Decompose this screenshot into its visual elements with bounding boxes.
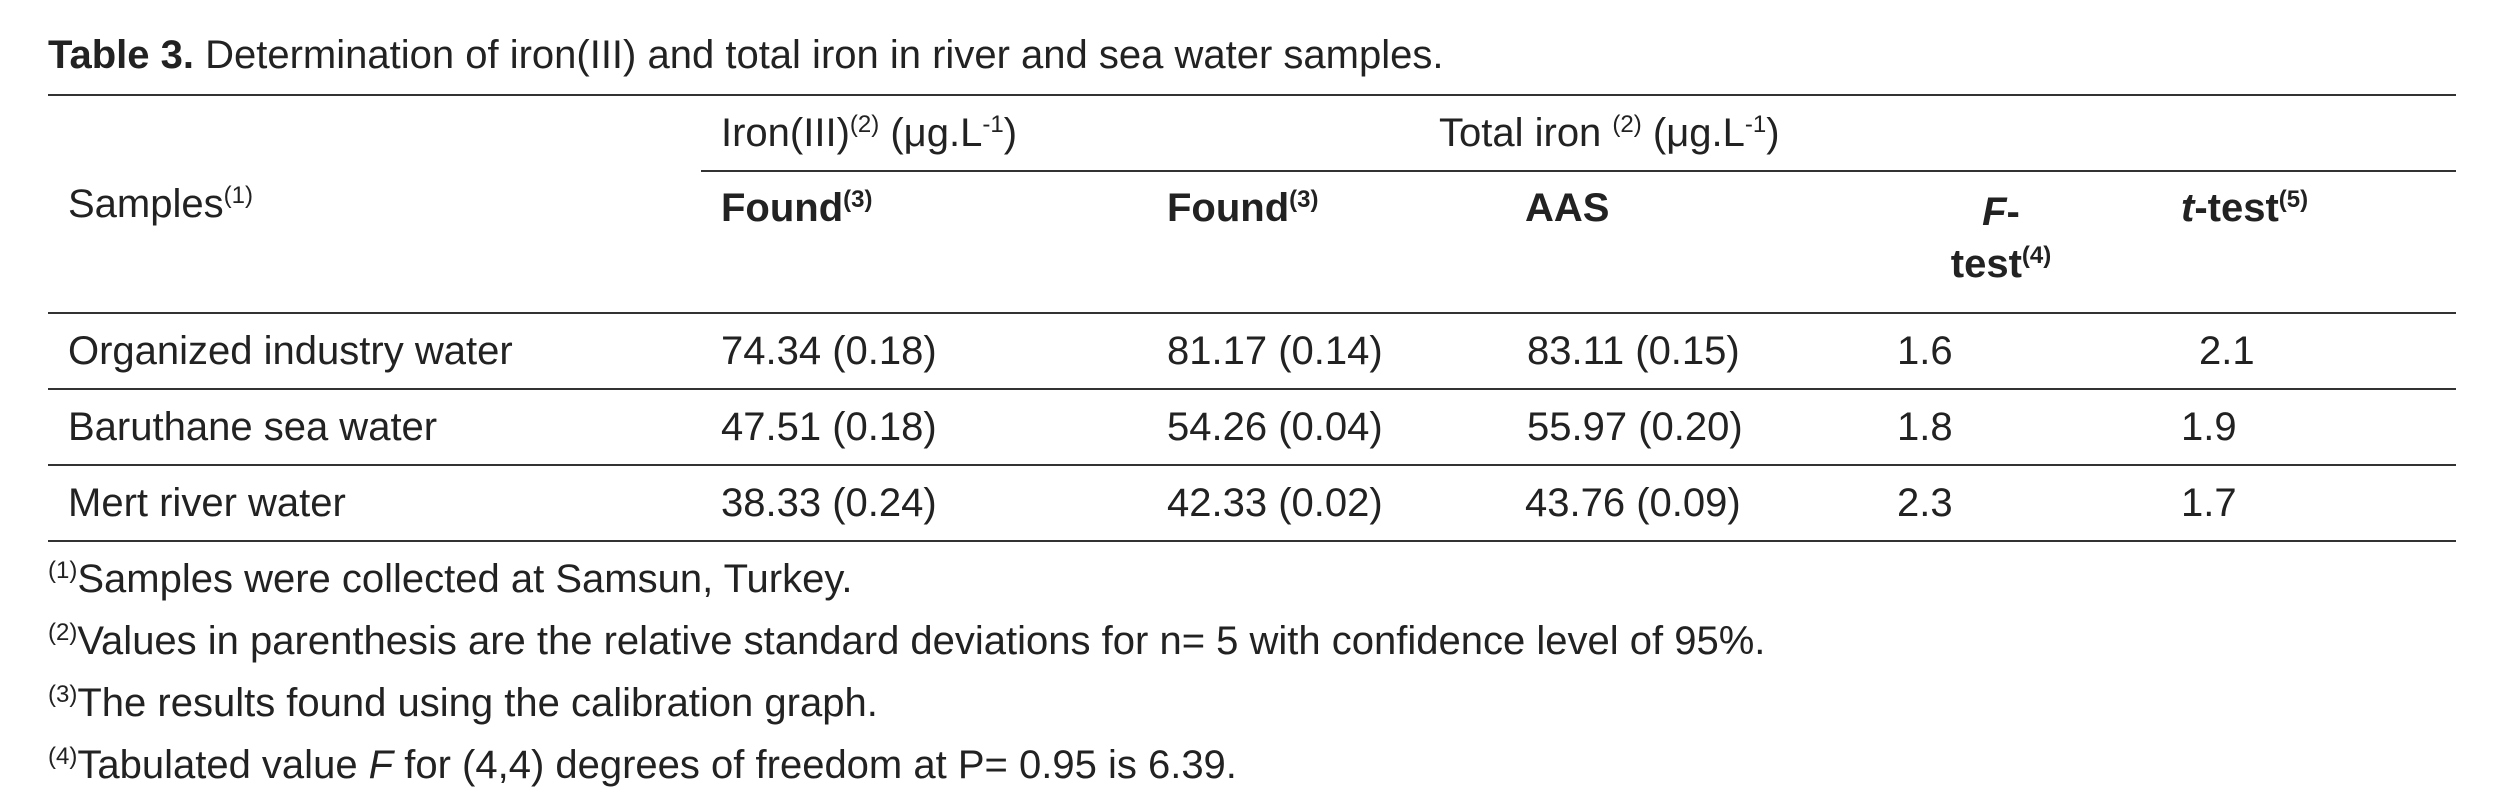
header-t-test: t-test(5) xyxy=(2181,186,2309,230)
table-row: Organized industry water 74.34 (0.18) 81… xyxy=(48,313,2457,390)
cell-iron3-found: 74.34 (0.18) xyxy=(701,313,1167,390)
header-row-columns: Found(3) Found(3) AAS F- test(4) t-test(… xyxy=(48,171,2457,313)
table-footnotes: (1)Samples were collected at Samsun, Tur… xyxy=(48,544,2456,792)
cell-t-test: 1.9 xyxy=(2121,389,2457,466)
header-aas: AAS xyxy=(1525,186,1610,230)
footnote-2: (2)Values in parenthesis are the relativ… xyxy=(48,619,1766,663)
header-f-test: F- test(4) xyxy=(1950,190,2052,286)
cell-total-found: 54.26 (0.04) xyxy=(1167,389,1525,466)
cell-sample: Mert river water xyxy=(48,465,701,542)
cell-total-found: 42.33 (0.02) xyxy=(1167,465,1525,542)
table-figure: Table 3. Determination of iron(III) and … xyxy=(48,28,2457,792)
table-row: Mert river water 38.33 (0.24) 42.33 (0.0… xyxy=(48,465,2457,542)
header-found-total: Found(3) xyxy=(1167,186,1319,230)
cell-total-found: 81.17 (0.14) xyxy=(1167,313,1525,390)
footnote-1: (1)Samples were collected at Samsun, Tur… xyxy=(48,557,853,601)
cell-sample: Baruthane sea water xyxy=(48,389,701,466)
cell-f-test: 2.3 xyxy=(1881,465,2121,542)
caption-text: Determination of iron(III) and total iro… xyxy=(193,33,1444,77)
caption-label: Table 3. xyxy=(48,33,194,77)
cell-aas: 55.97 (0.20) xyxy=(1525,389,1881,466)
cell-t-test: 2.1 xyxy=(2121,313,2457,390)
cell-iron3-found: 38.33 (0.24) xyxy=(701,465,1167,542)
cell-f-test: 1.6 xyxy=(1881,313,2121,390)
results-table: Samples(1) Iron(III)(2) (μg.L-1) Total i… xyxy=(48,94,2457,542)
table-caption: Table 3. Determination of iron(III) and … xyxy=(48,28,2456,82)
header-samples: Samples(1) xyxy=(48,95,701,314)
cell-iron3-found: 47.51 (0.18) xyxy=(701,389,1167,466)
cell-aas: 43.76 (0.09) xyxy=(1525,465,1881,542)
header-total-group: Total iron (2) (μg.L-1) xyxy=(1167,95,2457,172)
header-iron3-group: Iron(III)(2) (μg.L-1) xyxy=(701,95,1167,172)
table-row: Baruthane sea water 47.51 (0.18) 54.26 (… xyxy=(48,389,2457,466)
header-found-iron3: Found(3) xyxy=(721,186,873,230)
footnote-4: (4)Tabulated value F for (4,4) degrees o… xyxy=(48,743,1237,787)
footnote-3: (3)The results found using the calibrati… xyxy=(48,681,878,725)
cell-f-test: 1.8 xyxy=(1881,389,2121,466)
cell-t-test: 1.7 xyxy=(2121,465,2457,542)
cell-sample: Organized industry water xyxy=(48,313,701,390)
cell-aas: 83.11 (0.15) xyxy=(1525,313,1881,390)
header-row-groups: Samples(1) Iron(III)(2) (μg.L-1) Total i… xyxy=(48,95,2457,314)
